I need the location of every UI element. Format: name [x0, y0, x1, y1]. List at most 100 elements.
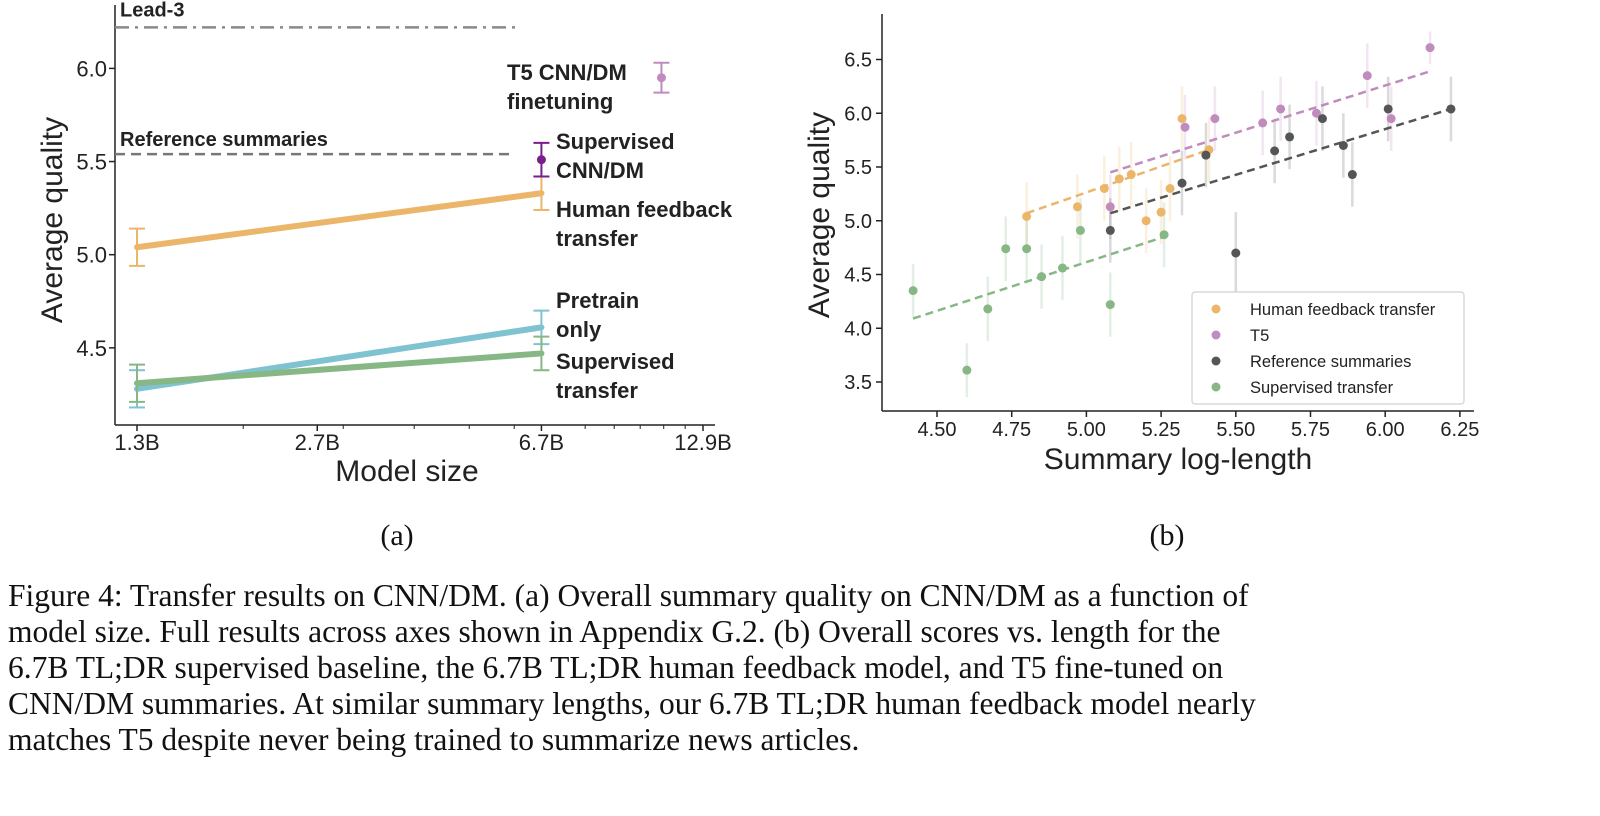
data-point: [536, 155, 546, 165]
caption-line: matches T5 despite never being trained t…: [8, 722, 860, 757]
legend-label: T5: [1250, 327, 1269, 345]
x-tick-label: 6.7B: [519, 430, 564, 455]
data-point: [1210, 114, 1220, 124]
point-label: finetuning: [507, 89, 613, 114]
data-point: [1311, 108, 1321, 118]
data-point: [1022, 244, 1032, 254]
data-point: [1338, 141, 1348, 150]
point-label: CNN/DM: [556, 158, 644, 183]
data-point: [1037, 272, 1047, 282]
data-point: [1177, 178, 1187, 188]
point-label: T5 CNN/DM: [507, 60, 627, 85]
series-line: [134, 190, 545, 251]
data-point: [1201, 150, 1211, 160]
data-point: [1383, 104, 1393, 114]
x-tick-label: 5.25: [1142, 419, 1181, 441]
trend-line: [1109, 107, 1452, 215]
x-tick-label: 4.50: [918, 419, 957, 441]
legend-marker: [1211, 382, 1221, 392]
data-point: [1231, 248, 1241, 258]
data-point: [1057, 263, 1067, 273]
data-point: [1022, 211, 1032, 221]
series-label: transfer: [556, 226, 638, 251]
data-point: [1165, 184, 1175, 193]
data-point: [908, 286, 918, 296]
x-axis-title: Model size: [335, 455, 478, 488]
x-tick-label: 2.7B: [295, 430, 340, 455]
data-point: [1258, 118, 1268, 128]
x-tick-label: 5.50: [1216, 419, 1255, 441]
figure-caption: Figure 4: Transfer results on CNN/DM. (a…: [8, 578, 1593, 758]
y-tick-label: 3.5: [844, 372, 872, 394]
legend-label: Supervised transfer: [1250, 379, 1394, 397]
legend-label: Human feedback transfer: [1250, 301, 1436, 319]
figure-charts: 4.5 5.0 5.5 6.0 1.3B 2.7B 6.7B 12.9B Model size A…: [36, 0, 1479, 552]
data-point: [1276, 104, 1286, 114]
data-point: [1347, 170, 1357, 180]
data-point: [1105, 225, 1115, 235]
caption-line: 6.7B TL;DR supervised baseline, the 6.7B…: [8, 650, 1224, 685]
series-label: Pretrain: [556, 288, 639, 313]
data-point: [1362, 71, 1372, 81]
y-tick-label: 4.0: [844, 318, 872, 340]
data-point: [1285, 132, 1295, 142]
data-point: [1425, 43, 1435, 53]
x-tick-label: 5.00: [1067, 419, 1106, 441]
y-tick-label: 4.5: [76, 336, 107, 361]
y-tick-label: 5.0: [844, 211, 872, 233]
legend-marker: [1211, 304, 1221, 314]
data-point: [656, 73, 666, 83]
reference-line-label: Reference summaries: [120, 129, 328, 151]
series-label: Supervised: [556, 349, 675, 374]
y-tick-label: 6.5: [844, 50, 872, 72]
x-tick-label: 1.3B: [114, 430, 159, 455]
x-tick-label: 6.25: [1440, 419, 1479, 441]
data-point: [1317, 114, 1327, 124]
series-label: Human feedback: [556, 197, 733, 222]
data-point: [983, 304, 993, 314]
legend-marker: [1211, 330, 1221, 340]
data-point: [1159, 230, 1169, 240]
data-point: [962, 365, 972, 375]
caption-line: CNN/DM summaries. At similar summary len…: [8, 686, 1256, 721]
chart-a: 4.5 5.0 5.5 6.0 1.3B 2.7B 6.7B 12.9B Model size A…: [36, 0, 733, 488]
x-tick-label: 5.75: [1291, 419, 1330, 441]
y-axis-title: Average quality: [803, 112, 836, 318]
y-tick-label: 6.0: [844, 103, 872, 125]
sublabel-b: (b): [1150, 519, 1185, 552]
data-point: [1446, 104, 1456, 114]
series-label: transfer: [556, 378, 638, 403]
data-point: [1105, 300, 1115, 310]
series-label: only: [556, 317, 602, 342]
data-point: [1156, 207, 1166, 217]
x-axis-title: Summary log-length: [1044, 443, 1312, 476]
x-tick-label: 4.75: [992, 419, 1031, 441]
data-point: [1075, 225, 1085, 235]
y-tick-label: 4.5: [844, 265, 872, 287]
data-point: [1141, 216, 1151, 226]
data-point: [1386, 114, 1396, 124]
y-tick-label: 5.5: [844, 157, 872, 179]
sublabel-a: (a): [380, 519, 413, 552]
y-tick-label: 5.0: [76, 243, 107, 268]
data-point: [1177, 114, 1187, 124]
legend-marker: [1211, 356, 1221, 366]
y-tick-label: 5.5: [76, 150, 107, 175]
data-point: [1099, 184, 1109, 193]
data-point: [1114, 174, 1124, 184]
series-line: [134, 350, 545, 387]
y-tick-label: 6.0: [76, 56, 107, 81]
x-tick-label: 6.00: [1366, 419, 1405, 441]
reference-line-label: Lead-3: [120, 0, 184, 21]
point-label: Supervised: [556, 129, 675, 154]
caption-line: model size. Full results across axes sho…: [8, 614, 1221, 649]
data-point: [1126, 170, 1136, 180]
trend-line: [1109, 70, 1431, 174]
data-point: [1105, 202, 1115, 212]
data-point: [1001, 244, 1011, 254]
data-point: [1072, 202, 1082, 212]
legend-label: Reference summaries: [1250, 353, 1411, 371]
data-point: [1270, 146, 1280, 156]
x-tick-label: 12.9B: [674, 430, 732, 455]
caption-line: Figure 4: Transfer results on CNN/DM. (a…: [8, 578, 1249, 613]
